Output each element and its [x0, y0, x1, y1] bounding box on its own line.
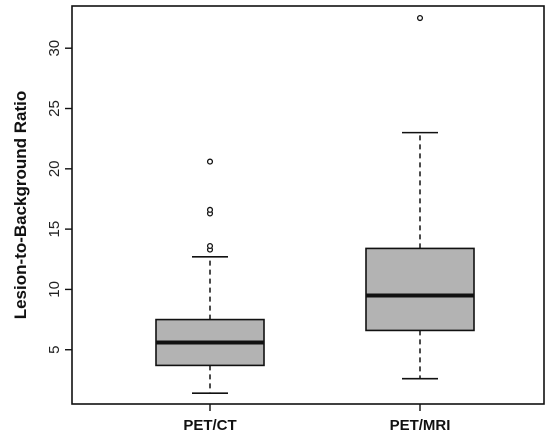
y-tick-label-25: 25 [46, 100, 63, 117]
iqr-box-1 [365, 247, 475, 332]
y-axis-title: Lesion-to-Background Ratio [11, 91, 30, 320]
box-0 [155, 158, 265, 394]
outlier-0-4 [206, 158, 214, 165]
x-axis: PET/CT PET/MRI [183, 404, 450, 434]
y-tick-label-30: 30 [46, 40, 63, 57]
x-tick-label-1: PET/MRI [390, 417, 451, 434]
outlier-0-3 [206, 206, 214, 213]
y-tick-label-20: 20 [46, 160, 63, 177]
boxes-layer [155, 15, 475, 394]
box-1 [365, 15, 475, 380]
outlier-1-0 [416, 15, 424, 22]
y-tick-label-5: 5 [46, 346, 63, 354]
plot-frame [71, 5, 545, 405]
outlier-0-1 [206, 242, 214, 250]
y-axis: 5 10 15 20 25 30 [46, 40, 72, 354]
x-tick-label-0: PET/CT [183, 417, 236, 434]
y-tick-label-10: 10 [46, 281, 63, 298]
y-tick-label-15: 15 [46, 221, 63, 238]
